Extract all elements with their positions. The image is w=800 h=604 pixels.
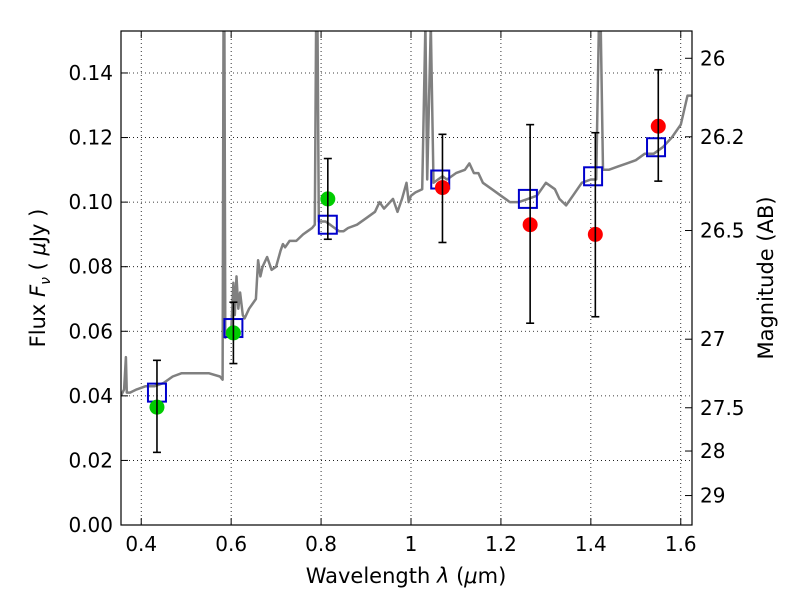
x-axis-label: Wavelength λ (μm): [306, 564, 507, 588]
model-square-marker: [517, 188, 538, 209]
right-axis-label: Magnitude (AB): [754, 196, 778, 359]
y-tick-label: 0.10: [68, 190, 113, 214]
right-tick-label: 28: [700, 439, 725, 463]
model-square-marker: [646, 137, 667, 158]
x-tick-label: 1.4: [575, 532, 607, 556]
x-tick-label: 1: [405, 532, 418, 556]
x-tick-label: 0.8: [305, 532, 337, 556]
model-square-marker: [583, 166, 604, 187]
y-axis-label: Flux Fν ( μJy ): [26, 209, 54, 348]
right-tick-label: 26.5: [700, 219, 745, 243]
x-tick-label: 0.6: [215, 532, 247, 556]
right-tick-label: 26.2: [700, 125, 745, 149]
right-tick-label: 26: [700, 46, 725, 70]
right-tick-label: 29: [700, 484, 725, 508]
x-tick-label: 0.4: [125, 532, 157, 556]
y-tick-label: 0.06: [68, 319, 113, 343]
y-tick-label: 0.00: [68, 513, 113, 537]
y-tick-label: 0.08: [68, 255, 113, 279]
y-tick-label: 0.14: [68, 61, 113, 85]
x-tick-label: 1.2: [485, 532, 517, 556]
y-tick-label: 0.02: [68, 448, 113, 472]
right-tick-label: 27: [700, 327, 725, 351]
y-tick-label: 0.12: [68, 126, 113, 150]
y-tick-label: 0.04: [68, 384, 113, 408]
plot-frame: [120, 30, 693, 526]
axes: 0.4 0.6 0.8 1 1.2 1.4 1.6 0.00 0.02 0.04 0.06 0.08 0…: [68, 31, 745, 556]
x-tick-label: 1.6: [665, 532, 697, 556]
right-tick-label: 27.5: [700, 396, 745, 420]
plot-background: [121, 31, 692, 525]
overlay-layer: [146, 68, 667, 454]
